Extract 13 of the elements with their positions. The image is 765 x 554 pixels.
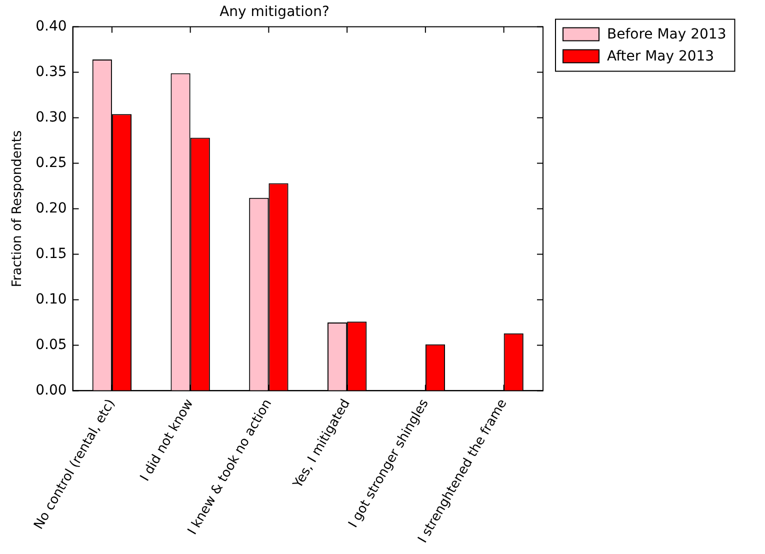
y-tick-label: 0.10: [36, 291, 67, 308]
y-tick-label: 0.05: [36, 336, 67, 353]
y-axis-title: Fraction of Respondents: [10, 130, 26, 288]
y-tick-label: 0.20: [36, 200, 67, 216]
legend-label: Before May 2013: [607, 26, 726, 42]
y-tick-label: 0.30: [36, 109, 67, 126]
y-tick-label: 0.40: [36, 18, 67, 34]
legend-label: After May 2013: [607, 48, 714, 64]
y-tick-label: 0.25: [36, 154, 67, 171]
chart-title: Any mitigation?: [220, 4, 330, 20]
y-tick-label: 0.15: [36, 246, 67, 262]
y-tick-label: 0.35: [36, 64, 67, 80]
y-tick-label: 0.00: [36, 382, 67, 398]
